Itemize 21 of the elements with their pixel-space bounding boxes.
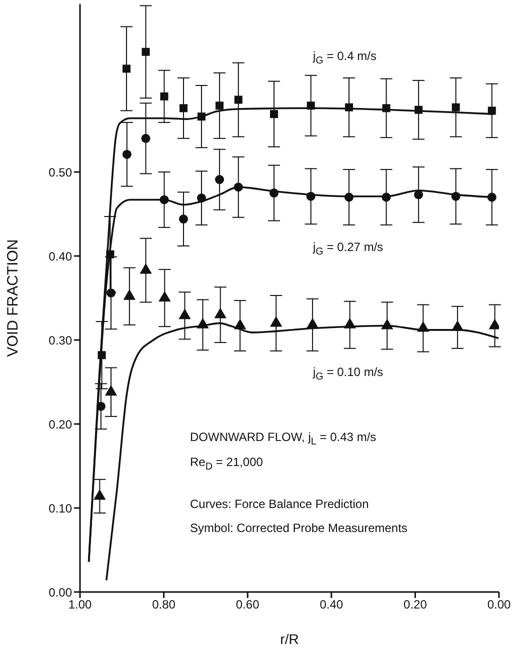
- x-tick-label: 0.40: [320, 598, 344, 612]
- annotation: Re$_{D}$ = 21,000: [190, 455, 263, 472]
- x-tick-label: 0.80: [152, 598, 176, 612]
- y-tick-label: 0.10: [48, 501, 72, 516]
- y-tick-label: 0.00: [48, 585, 72, 600]
- y-tick-label: 0.40: [48, 249, 72, 264]
- y-axis-title: VOID FRACTION: [4, 239, 22, 357]
- y-tick-label: 0.50: [48, 165, 72, 180]
- annotation: Curves: Force Balance Prediction: [190, 497, 369, 511]
- annotation: DOWNWARD FLOW, j$_{L}$ = 0.43 m/s: [190, 430, 376, 448]
- x-tick-label: 1.00: [68, 598, 92, 612]
- y-tick-label: 0.20: [48, 417, 72, 432]
- annotation: j$_{G}$ = 0.4 m/s: [313, 49, 376, 66]
- x-tick-label: 0.20: [404, 598, 428, 612]
- x-axis-title: r/R: [280, 631, 299, 647]
- annotation: j$_{G}$ = 0.10 m/s: [313, 365, 384, 382]
- y-tick-label: 0.30: [48, 333, 72, 348]
- annotation: Symbol: Corrected Probe Measurements: [190, 521, 408, 535]
- annotation: j$_{G}$ = 0.27 m/s: [313, 240, 384, 258]
- x-tick-label: 0.00: [487, 598, 511, 612]
- x-tick-label: 0.60: [236, 598, 260, 612]
